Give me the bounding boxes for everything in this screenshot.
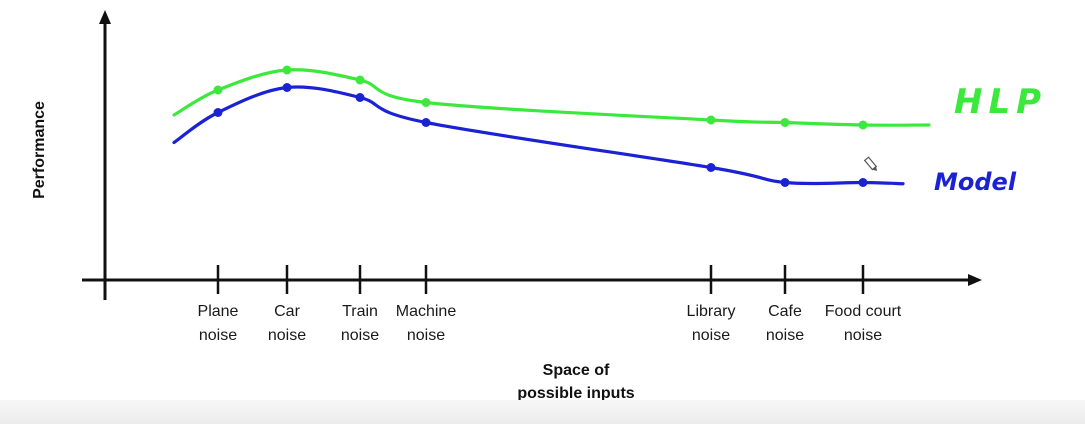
x-tick-label: Plane — [198, 303, 239, 320]
data-point-hlp — [780, 118, 790, 127]
data-point-hlp — [213, 85, 223, 95]
x-axis-title-line2: possible inputs — [517, 385, 634, 402]
y-axis-arrow — [99, 10, 111, 24]
bottom-band — [0, 400, 1085, 424]
x-tick-label: Library — [687, 303, 736, 320]
series-label-model: Model — [934, 168, 1017, 196]
x-tick-label: noise — [407, 327, 445, 344]
data-point-model — [421, 118, 431, 127]
pencil-cursor-icon — [863, 156, 878, 172]
x-tick-label: Cafe — [768, 303, 802, 320]
x-tick-label: Food court — [825, 303, 902, 320]
x-axis-arrow — [968, 274, 982, 286]
y-axis-title: Performance — [31, 101, 48, 199]
data-point-hlp — [421, 98, 431, 107]
data-point-hlp — [282, 65, 292, 75]
x-tick-label: noise — [692, 327, 730, 344]
series-line-model — [172, 85, 905, 186]
x-tick-label: noise — [199, 327, 237, 344]
x-axis-title-line1: Space of — [543, 362, 610, 379]
data-point-model — [355, 93, 365, 102]
data-point-hlp — [706, 115, 716, 125]
series-points — [213, 65, 868, 187]
series-lines — [172, 68, 931, 186]
data-point-model — [858, 178, 868, 187]
x-tick-label: noise — [766, 327, 804, 344]
data-point-model — [780, 178, 790, 187]
data-point-hlp — [858, 120, 868, 130]
series-line-hlp — [172, 68, 931, 127]
x-tick-label: Train — [342, 303, 378, 320]
data-point-model — [213, 108, 223, 117]
x-tick-label: noise — [341, 327, 379, 344]
data-point-model — [706, 163, 716, 172]
data-point-model — [282, 83, 292, 92]
data-point-hlp — [355, 75, 365, 85]
series-label-hlp: HLP — [954, 82, 1047, 122]
x-ticks: Plane noise Car noise Train noise Machine noise… — [198, 265, 902, 344]
x-tick-label: Machine — [396, 303, 457, 320]
x-tick-label: Car — [274, 303, 300, 320]
x-tick-label: noise — [844, 327, 882, 344]
x-tick-label: noise — [268, 327, 306, 344]
